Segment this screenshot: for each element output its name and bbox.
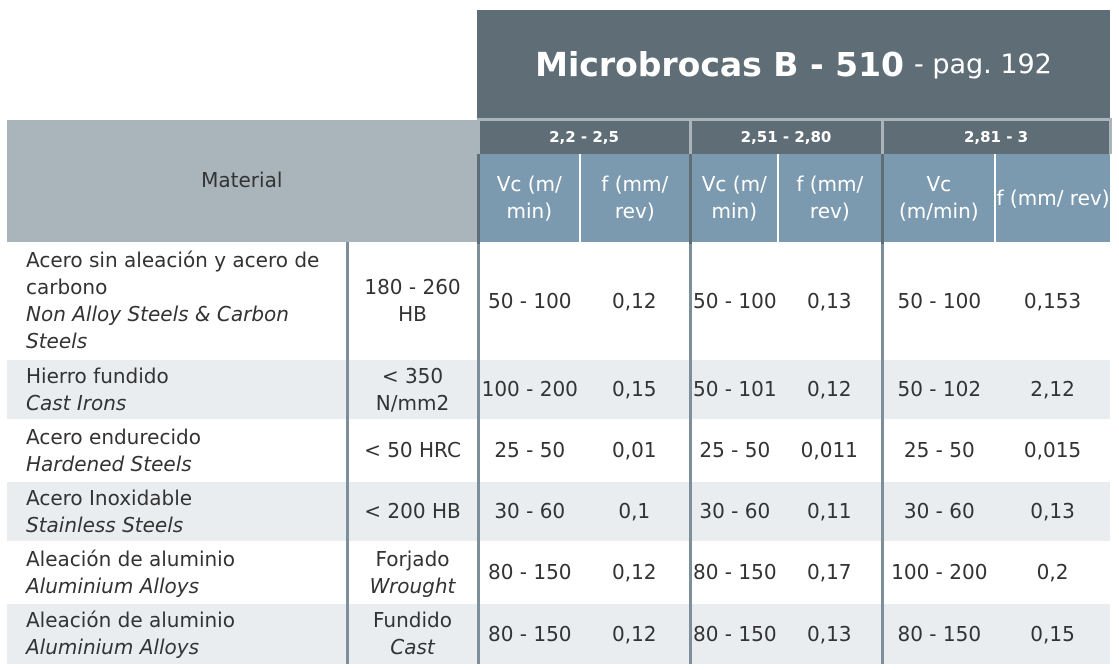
value-cell: 25 - 50 <box>688 419 779 481</box>
hardness: < 50 HRC <box>364 438 461 462</box>
value-cell: 80 - 150 <box>476 602 580 664</box>
hardness-cell: < 200 HB <box>345 480 478 542</box>
value-cell: 50 - 100 <box>476 242 580 359</box>
material-cell: Aleación de aluminio Aluminium Alloys <box>7 602 347 664</box>
value-cell: 0,12 <box>580 541 691 603</box>
value-cell: 50 - 100 <box>880 242 996 359</box>
f-header: f (mm/ rev) <box>578 154 691 243</box>
hardness: Fundido <box>373 608 452 632</box>
material-en: Stainless Steels <box>26 512 184 537</box>
title-box: Microbrocas B - 510 - pag. 192 <box>477 10 1110 118</box>
material-cell: Acero endurecido Hardened Steels <box>7 419 347 481</box>
vc-header: Vc (m/ min) <box>688 154 779 243</box>
hardness-cell: Fundido Cast <box>345 602 478 664</box>
header-row: Material 2,2 - 2,5 2,51 - 2,80 2,81 - 3 <box>7 118 1112 243</box>
value-cell: 0,17 <box>778 541 883 603</box>
page-ref: - pag. 192 <box>914 48 1052 80</box>
material-en: Hardened Steels <box>26 451 192 476</box>
hardness-cell: < 50 HRC <box>345 419 478 481</box>
hardness: 180 - 260 HB <box>364 275 461 326</box>
value-cell: 100 - 200 <box>880 541 996 603</box>
material-es: Acero Inoxidable <box>26 485 193 510</box>
hardness-en: Wrought <box>369 573 456 598</box>
hardness-en: Cast <box>390 635 435 659</box>
material-cell: Aleación de aluminio Aluminium Alloys <box>7 541 347 603</box>
value-cell: 30 - 60 <box>476 480 580 542</box>
group-header: 2,51 - 2,80 <box>688 118 884 154</box>
value-cell: 0,12 <box>580 602 691 664</box>
f-header: f (mm/ rev) <box>777 154 883 243</box>
hardness: Forjado <box>375 546 450 571</box>
value-cell: 0,15 <box>995 602 1111 664</box>
material-en: Non Alloy Steels & Carbon Steels <box>26 302 289 353</box>
row: Acero Inoxidable Stainless Steels < 200 HB… <box>7 480 1111 542</box>
value-cell: 0,12 <box>580 242 691 359</box>
vc-header: Vc (m/min) <box>880 154 996 243</box>
hardness: < 200 HB <box>364 499 461 523</box>
value-cell: 50 - 101 <box>688 358 779 420</box>
value-cell: 80 - 150 <box>688 541 779 603</box>
vc-header: Vc (m/ min) <box>476 154 580 243</box>
value-cell: 0,015 <box>995 419 1111 481</box>
group-header: 2,81 - 3 <box>880 118 1112 154</box>
material-es: Acero endurecido <box>26 424 201 449</box>
hardness-cell: 180 - 260 HB <box>345 242 478 359</box>
value-cell: 25 - 50 <box>880 419 996 481</box>
value-cell: 2,12 <box>995 358 1111 420</box>
material-en: Aluminium Alloys <box>26 635 199 659</box>
value-cell: 50 - 100 <box>688 242 779 359</box>
material-es: Hierro fundido <box>26 363 169 388</box>
value-cell: 50 - 102 <box>880 358 996 420</box>
material-es: Aleación de aluminio <box>26 546 235 571</box>
hardness-cell: Forjado Wrought <box>345 541 478 603</box>
hardness-cell: < 350 N/mm2 <box>345 358 478 420</box>
value-cell: 80 - 150 <box>880 602 996 664</box>
table: Material 2,2 - 2,5 2,51 - 2,80 2,81 - 3 Vc (… <box>7 118 1112 664</box>
material-cell: Acero Inoxidable Stainless Steels <box>7 480 347 542</box>
row: Acero endurecido Hardened Steels < 50 HRC 2… <box>7 419 1111 481</box>
row: Aleación de aluminio Aluminium Alloys Fund… <box>7 602 1111 664</box>
value-cell: 100 - 200 <box>476 358 580 420</box>
row: Acero sin aleación y acero de carbono Non… <box>7 242 1111 359</box>
value-cell: 0,13 <box>995 480 1111 542</box>
group-header: 2,2 - 2,5 <box>476 118 692 154</box>
value-cell: 30 - 60 <box>880 480 996 542</box>
material-header: Material <box>7 119 478 243</box>
f-header: f (mm/ rev) <box>994 154 1111 243</box>
material-en: Aluminium Alloys <box>26 573 199 598</box>
row: Hierro fundido Cast Irons < 350 N/mm2 100 -… <box>7 358 1111 420</box>
value-cell: 0,011 <box>778 419 883 481</box>
value-cell: 0,153 <box>995 242 1111 359</box>
value-cell: 30 - 60 <box>688 480 779 542</box>
value-cell: 0,13 <box>778 602 883 664</box>
value-cell: 0,11 <box>778 480 883 542</box>
value-cell: 0,2 <box>995 541 1111 603</box>
value-cell: 0,15 <box>580 358 691 420</box>
value-cell: 0,1 <box>580 480 691 542</box>
material-en: Cast Irons <box>26 390 127 415</box>
value-cell: 0,13 <box>778 242 883 359</box>
title: Microbrocas B - 510 <box>535 44 905 84</box>
value-cell: 80 - 150 <box>476 541 580 603</box>
value-cell: 80 - 150 <box>688 602 779 664</box>
row: Aleación de aluminio Aluminium Alloys Forj… <box>7 541 1111 603</box>
material-cell: Hierro fundido Cast Irons <box>7 358 347 420</box>
material-es: Acero sin aleación y acero de carbono <box>26 248 320 299</box>
subheader-row: Vc (m/ min) f (mm/ rev) Vc (m/ min) f (mm/ … <box>7 154 1111 243</box>
value-cell: 25 - 50 <box>476 419 580 481</box>
value-cell: 0,12 <box>778 358 883 420</box>
material-es: Aleación de aluminio <box>26 608 235 632</box>
hardness: < 350 N/mm2 <box>375 363 450 415</box>
material-cell: Acero sin aleación y acero de carbono Non… <box>7 242 347 359</box>
value-cell: 0,01 <box>580 419 691 481</box>
